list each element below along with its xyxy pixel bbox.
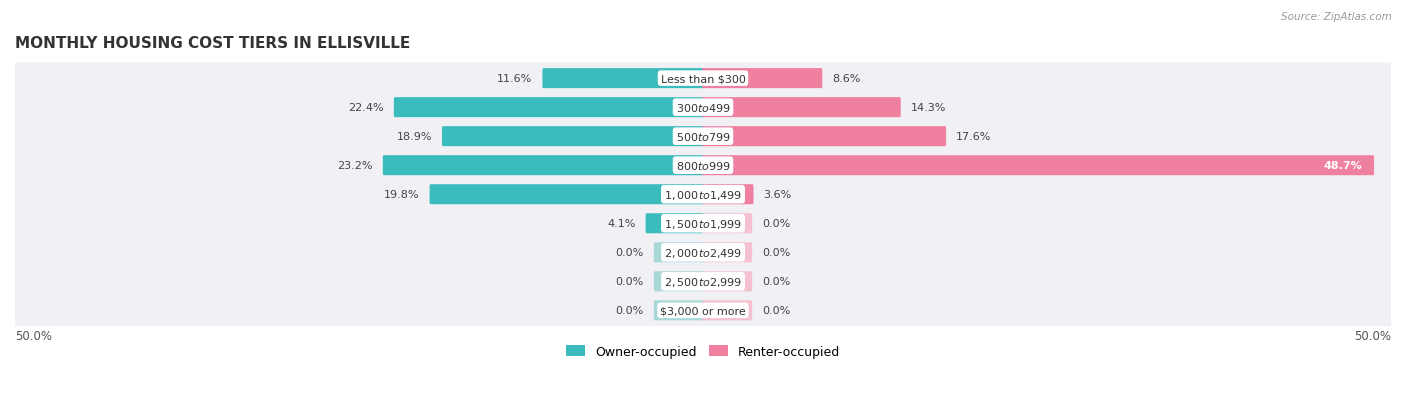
FancyBboxPatch shape: [13, 63, 1393, 95]
FancyBboxPatch shape: [702, 69, 823, 89]
Text: 19.8%: 19.8%: [384, 190, 419, 200]
Text: 0.0%: 0.0%: [762, 277, 790, 287]
FancyBboxPatch shape: [654, 243, 704, 263]
Text: 17.6%: 17.6%: [956, 132, 991, 142]
Text: $2,500 to $2,999: $2,500 to $2,999: [664, 275, 742, 288]
FancyBboxPatch shape: [702, 185, 754, 205]
FancyBboxPatch shape: [702, 156, 1374, 176]
Text: MONTHLY HOUSING COST TIERS IN ELLISVILLE: MONTHLY HOUSING COST TIERS IN ELLISVILLE: [15, 36, 411, 50]
FancyBboxPatch shape: [13, 266, 1393, 297]
FancyBboxPatch shape: [702, 243, 752, 263]
FancyBboxPatch shape: [13, 121, 1393, 152]
Text: $800 to $999: $800 to $999: [675, 160, 731, 172]
FancyBboxPatch shape: [382, 156, 704, 176]
FancyBboxPatch shape: [13, 92, 1393, 123]
Text: 0.0%: 0.0%: [616, 248, 644, 258]
Text: 0.0%: 0.0%: [616, 277, 644, 287]
Text: 23.2%: 23.2%: [337, 161, 373, 171]
Text: Source: ZipAtlas.com: Source: ZipAtlas.com: [1281, 12, 1392, 22]
Text: 0.0%: 0.0%: [762, 219, 790, 229]
Text: 4.1%: 4.1%: [607, 219, 636, 229]
Text: $1,000 to $1,499: $1,000 to $1,499: [664, 188, 742, 201]
FancyBboxPatch shape: [702, 301, 752, 320]
Text: Less than $300: Less than $300: [661, 74, 745, 84]
Text: 14.3%: 14.3%: [911, 103, 946, 113]
FancyBboxPatch shape: [13, 208, 1393, 240]
Text: $500 to $799: $500 to $799: [675, 131, 731, 143]
Text: 50.0%: 50.0%: [1354, 330, 1391, 342]
Text: 18.9%: 18.9%: [396, 132, 432, 142]
Text: $2,000 to $2,499: $2,000 to $2,499: [664, 246, 742, 259]
FancyBboxPatch shape: [543, 69, 704, 89]
FancyBboxPatch shape: [702, 98, 901, 118]
FancyBboxPatch shape: [13, 237, 1393, 268]
FancyBboxPatch shape: [702, 214, 752, 234]
Text: $1,500 to $1,999: $1,500 to $1,999: [664, 217, 742, 230]
FancyBboxPatch shape: [645, 214, 704, 234]
Legend: Owner-occupied, Renter-occupied: Owner-occupied, Renter-occupied: [561, 340, 845, 363]
FancyBboxPatch shape: [394, 98, 704, 118]
Text: 0.0%: 0.0%: [762, 306, 790, 316]
FancyBboxPatch shape: [702, 127, 946, 147]
FancyBboxPatch shape: [654, 301, 704, 320]
Text: 0.0%: 0.0%: [762, 248, 790, 258]
FancyBboxPatch shape: [441, 127, 704, 147]
Text: 0.0%: 0.0%: [616, 306, 644, 316]
Text: 22.4%: 22.4%: [349, 103, 384, 113]
FancyBboxPatch shape: [13, 295, 1393, 326]
FancyBboxPatch shape: [702, 272, 752, 292]
Text: 50.0%: 50.0%: [15, 330, 52, 342]
Text: 3.6%: 3.6%: [763, 190, 792, 200]
Text: 48.7%: 48.7%: [1323, 161, 1362, 171]
FancyBboxPatch shape: [13, 150, 1393, 181]
FancyBboxPatch shape: [13, 179, 1393, 210]
FancyBboxPatch shape: [654, 272, 704, 292]
Text: 8.6%: 8.6%: [832, 74, 860, 84]
FancyBboxPatch shape: [430, 185, 704, 205]
Text: $300 to $499: $300 to $499: [675, 102, 731, 114]
Text: $3,000 or more: $3,000 or more: [661, 306, 745, 316]
Text: 11.6%: 11.6%: [498, 74, 533, 84]
